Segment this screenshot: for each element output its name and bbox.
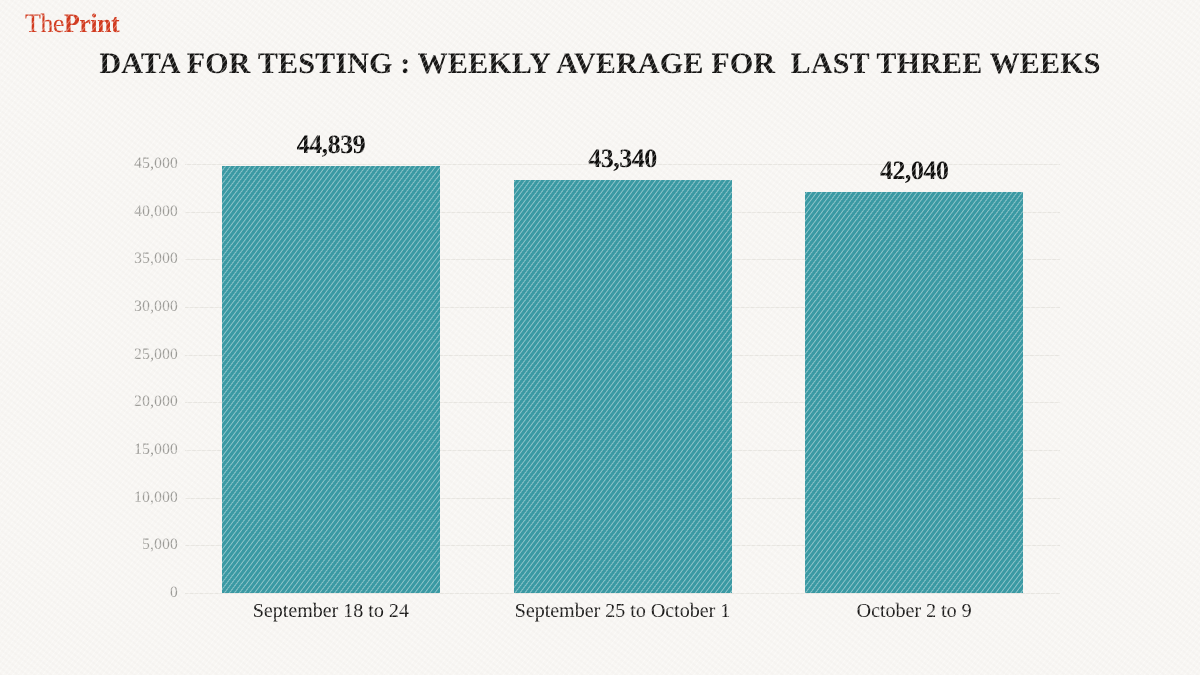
y-axis: 0 5,000 10,000 15,000 20,000 25,000 30,000 35,0…: [0, 155, 178, 601]
bar: [805, 192, 1024, 593]
gridline: [185, 164, 1060, 165]
y-tick-label: 25,000: [134, 345, 178, 363]
y-tick-label: 30,000: [134, 298, 178, 315]
y-tick-label: 0: [170, 584, 178, 601]
y-tick-label: 40,000: [134, 202, 178, 220]
bar-value-label: 42,040: [879, 156, 949, 186]
bar-value-label: 43,340: [588, 143, 657, 173]
plot-area: 44,839 43,340 42,040: [185, 130, 1060, 594]
y-tick-label: 10,000: [134, 488, 178, 506]
y-tick-label: 35,000: [134, 250, 178, 268]
logo-print: Print: [63, 9, 120, 38]
y-tick-label: 5,000: [142, 536, 178, 554]
y-tick-label: 15,000: [134, 441, 178, 458]
chart-title: DATA FOR TESTING : WEEKLY AVERAGE FOR LA…: [99, 47, 1101, 80]
x-axis: September 18 to 24 September 25 to Octobe…: [185, 600, 1060, 632]
x-category-label: October 2 to 9: [856, 600, 972, 622]
y-tick-label: 20,000: [134, 393, 178, 411]
x-category-label: September 18 to 24: [252, 600, 409, 622]
bar-value-label: 44,839: [296, 129, 366, 159]
bar: [221, 165, 440, 593]
theprint-logo: ThePrint: [25, 9, 120, 39]
logo-the: The: [25, 9, 64, 38]
bar: [513, 179, 732, 593]
y-tick-label: 45,000: [134, 155, 178, 172]
x-category-label: September 25 to October 1: [514, 600, 731, 622]
gridline: [185, 593, 1060, 594]
